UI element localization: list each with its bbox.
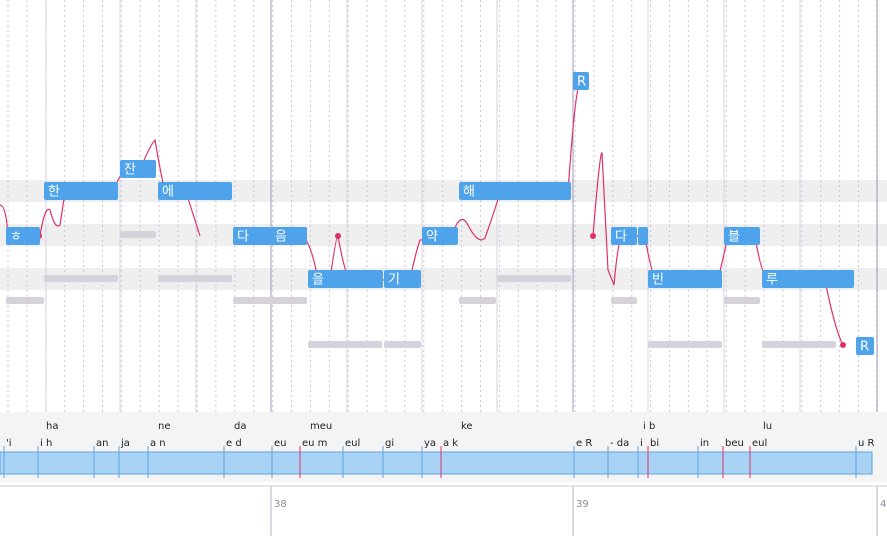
note-lyric: 다 — [237, 230, 249, 245]
phoneme-label: eul — [345, 438, 360, 449]
ruler-label: 39 — [576, 499, 589, 510]
phoneme-label: ke — [461, 421, 473, 432]
ghost-bar — [233, 297, 307, 304]
note-lyric: 음 — [275, 230, 287, 245]
phoneme-label: in — [700, 438, 709, 449]
ghost-bar — [497, 275, 571, 282]
note-lyric: 을 — [312, 273, 324, 288]
row — [0, 180, 887, 202]
phoneme-track: ha ne da meu ke i b lu 'i i h an ja a n e d eu eu m eul… — [0, 421, 875, 478]
notes: ㅎ 한 잔에다 음을 기 약 해 R 다빈 블루 R — [6, 72, 874, 355]
note-lyric: 루 — [766, 273, 778, 288]
row — [0, 92, 887, 114]
phoneme-label: i — [640, 438, 643, 449]
row — [0, 268, 887, 290]
phoneme-label: a n — [150, 438, 166, 449]
phoneme-label: i h — [40, 438, 52, 449]
phoneme-label: e R — [576, 438, 592, 449]
note[interactable] — [724, 227, 760, 245]
row — [0, 356, 887, 378]
phoneme-label: eul — [752, 438, 767, 449]
note-lyric: R — [860, 340, 869, 355]
note[interactable] — [573, 72, 589, 90]
phoneme-label: gi — [385, 438, 394, 449]
note[interactable] — [120, 160, 156, 178]
note-lyric: 다 — [615, 230, 627, 245]
phoneme-band — [0, 451, 873, 475]
note-lyric: 약 — [426, 230, 438, 245]
phoneme-label: i b — [643, 421, 655, 432]
note[interactable] — [271, 227, 307, 245]
note-lyric: 한 — [48, 185, 60, 200]
note-lyric: 기 — [388, 273, 400, 288]
note[interactable] — [648, 270, 722, 288]
ghost-bar — [724, 297, 760, 304]
ghost-bar — [158, 275, 232, 282]
phoneme-label: eu m — [302, 438, 327, 449]
ghost-bar — [6, 297, 44, 304]
note-lyric: 블 — [728, 230, 740, 245]
note[interactable] — [44, 182, 118, 200]
ghost-bar — [648, 341, 722, 348]
row — [0, 48, 887, 70]
note[interactable] — [384, 270, 421, 288]
ghost-bar — [44, 275, 118, 282]
row — [0, 136, 887, 158]
row — [0, 4, 887, 26]
ghost-bar — [120, 231, 156, 238]
phoneme-label: eu — [274, 438, 287, 449]
phoneme-label: ha — [46, 421, 58, 432]
ruler-label: 38 — [274, 499, 287, 510]
note-lyric: 잔 — [124, 163, 136, 178]
ghost-bar — [308, 341, 382, 348]
ghost-bar — [384, 341, 421, 348]
note[interactable] — [422, 227, 458, 245]
note-lyric: 빈 — [652, 273, 664, 288]
note[interactable] — [856, 337, 874, 355]
phoneme-label: u R — [858, 438, 875, 449]
note-lyric: R — [577, 75, 586, 90]
phoneme-label: - da — [610, 438, 629, 449]
note[interactable] — [611, 227, 637, 245]
ruler: 38 39 40 — [270, 486, 887, 536]
phoneme-label: bi — [650, 438, 659, 449]
note-lyric: 해 — [463, 185, 475, 200]
note[interactable] — [762, 270, 854, 288]
phoneme-label: 'i — [6, 438, 12, 449]
note[interactable] — [233, 227, 271, 245]
phoneme-label: beu — [725, 438, 744, 449]
phoneme-label: ya — [424, 438, 436, 449]
note-lyric: 에 — [162, 185, 174, 200]
phoneme-label: an — [96, 438, 108, 449]
note[interactable] — [158, 182, 232, 200]
note[interactable] — [308, 270, 383, 288]
phoneme-label: e d — [226, 438, 242, 449]
note[interactable] — [6, 227, 40, 245]
phoneme-label: lu — [763, 421, 772, 432]
note[interactable] — [638, 227, 648, 245]
ghost-bar — [459, 297, 496, 304]
ghost-bar — [611, 297, 637, 304]
phoneme-label: a k — [443, 438, 458, 449]
row — [0, 312, 887, 334]
note-lyric: ㅎ — [10, 230, 22, 245]
note[interactable] — [459, 182, 571, 200]
phoneme-label: da — [234, 421, 246, 432]
phoneme-label: meu — [310, 421, 332, 432]
phoneme-label: ne — [158, 421, 171, 432]
ghost-bar — [762, 341, 836, 348]
ruler-label: 40 — [880, 499, 887, 510]
phoneme-label: ja — [120, 438, 130, 449]
